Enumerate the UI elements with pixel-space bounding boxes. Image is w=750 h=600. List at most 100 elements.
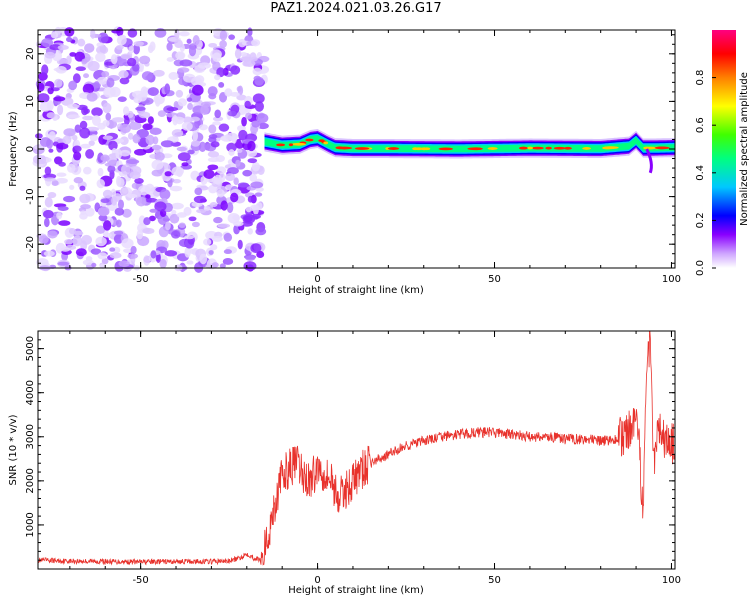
spectrogram-noise-blob [90,248,102,255]
spectrogram-noise-blob [87,60,100,72]
spectrogram-noise-blob [79,212,88,220]
spectrogram-noise-blob [89,134,99,142]
spectrogram-noise-blob [218,82,225,88]
spectrogram-noise-blob [227,110,237,117]
spectrogram-noise-blob [149,208,158,213]
spectrogram-noise-blob [251,56,258,62]
spectrogram-noise-blob [254,101,264,112]
spectrogram-noise-blob [56,142,69,150]
spectrogram-noise-blob [142,123,153,131]
spectrogram-ridge [264,129,675,174]
spectrogram-xtick-label: 0 [314,274,320,285]
spectrogram-noise-blob [237,182,250,188]
spectrogram-noise-blob [117,96,127,102]
snr-panel: -50 0 50 100 1000 2000 3000 4000 5000 Height of … [8,330,681,596]
spectrogram-noise-blob [203,238,212,246]
spectrogram-noise-blob [170,230,181,239]
spectrogram-noise-blob [220,200,228,211]
spectrogram-ridge-hotspot [335,146,344,150]
spectrogram-noise-blob [175,89,184,98]
spectrogram-noise-blob [228,34,236,40]
spectrogram-noise-blob [53,96,66,102]
spectrogram-noise-blob [128,44,134,55]
spectrogram-noise-blob [159,259,167,269]
spectrogram-noise-blob [95,45,109,55]
snr-ytick-label: 5000 [25,336,36,361]
spectrogram-noise-blob [207,164,219,171]
spectrogram-noise-blob [149,41,156,52]
spectrogram-noise-blob [37,93,50,103]
spectrogram-noise-blob [242,169,253,177]
spectrogram-noise-blob [110,188,117,199]
spectrogram-noise-blob [171,209,177,215]
spectrogram-noise-blob [210,141,220,148]
spectrogram-noise-blob [186,260,194,265]
spectrogram-noise-blob [119,123,131,134]
colorbar-tick-label: 0.0 [695,260,706,276]
snr-ticks: -50 0 50 100 1000 2000 3000 4000 5000 [25,330,681,586]
spectrogram-noise-blob [153,94,165,105]
spectrogram-ridge-hotspot [318,139,325,143]
spectrogram-noise-blob [66,55,72,65]
spectrogram-noise-blob [103,220,112,231]
spectrogram-noise-blob [217,223,231,228]
spectrogram-noise-blob [102,135,114,140]
spectrogram-noise-blob [143,217,151,226]
spectrogram-noise-blob [120,53,132,60]
spectrogram-noise-blob [100,154,110,162]
spectrogram-noise-blob [97,207,110,217]
spectrogram-noise-blob [192,84,204,96]
spectrogram-noise-blob [57,104,64,116]
spectrogram-noise-blob [250,243,262,253]
spectrogram-noise-blob [42,209,54,219]
spectrogram-noise-blob [38,235,49,244]
spectrogram-ridge-hotspot [323,141,329,145]
spectrogram-noise-blob [44,217,50,228]
spectrogram-noise-blob [79,193,91,204]
spectrogram-noise-blob [212,177,222,185]
spectrogram-noise-blob [186,38,192,44]
spectrogram-noise-blob [226,142,237,153]
spectrogram-noise-blob [75,66,86,72]
spectrogram-noise-blob [198,124,208,131]
snr-xtick-label: -50 [132,575,148,586]
spectrogram-noise-blob [179,31,190,37]
spectrogram-noise-blob [83,73,90,79]
spectrogram-noise-blob [166,57,175,62]
spectrogram-noise-blob [227,167,239,175]
spectrogram-noise-blob [100,198,110,204]
spectrogram-noise-blob [47,191,57,199]
spectrogram-noise-blob [91,115,101,126]
spectrogram-noise-blob [41,38,54,48]
spectrogram-noise-blob [240,51,248,57]
spectrogram-noise-blob [91,107,103,117]
spectrogram-noise-blob [257,122,269,130]
spectrogram-noise-blob [66,163,76,173]
spectrogram-noise-blob [157,110,166,117]
spectrogram-noise-blob [44,196,53,208]
spectrogram-noise-blob [102,102,112,114]
spectrogram-noise-blob [223,249,232,255]
spectrogram-noise-blob [151,159,164,171]
spectrogram-ridge-hotspot [412,147,419,151]
spectrogram-noise-blob [256,113,269,124]
spectrogram-noise-blob [101,257,109,265]
spectrogram-noise-blob [187,102,194,111]
spectrogram-noise-blob [39,101,52,112]
spectrogram-noise-blob [79,120,88,130]
spectrogram-noise-blob [64,27,75,37]
snr-xlabel: Height of straight line (km) [288,585,424,596]
spectrogram-xtick-label: -50 [132,274,148,285]
spectrogram-noise-blob [106,77,115,88]
spectrogram-noise-blob [176,146,187,152]
spectrogram-ridge-hotspot [438,147,454,151]
spectrogram-noise-blob [115,44,124,50]
spectrogram-noise-blob [47,87,54,95]
spectrogram-noise-blob [83,166,92,175]
spectrogram-noise-blob [44,51,56,59]
spectrogram-noise-blob [80,143,92,149]
snr-xtick-label: 100 [662,575,681,586]
spectrogram-noise-blob [194,64,206,74]
spectrogram-noise-blob [224,88,233,97]
spectrogram-noise-blob [188,216,197,222]
